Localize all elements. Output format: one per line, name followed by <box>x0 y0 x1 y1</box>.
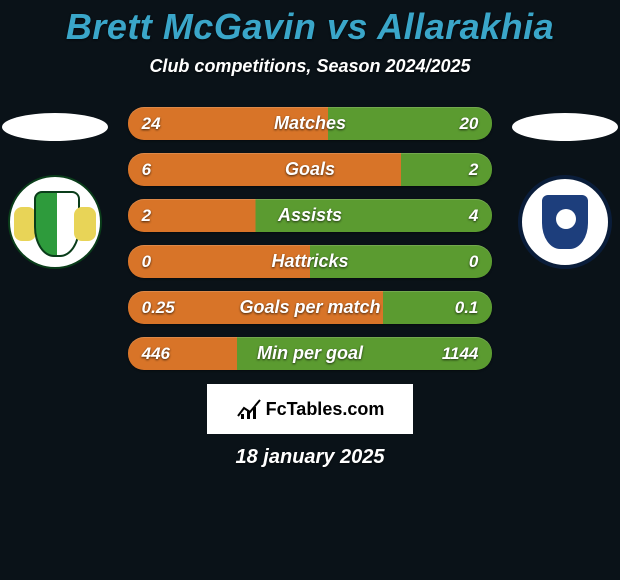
stat-right-value: 2 <box>469 160 478 180</box>
badge-lion-icon <box>74 207 96 241</box>
subtitle: Club competitions, Season 2024/2025 <box>0 56 620 77</box>
stat-left-value: 446 <box>142 344 170 364</box>
main-content: 24Matches206Goals22Assists40Hattricks00.… <box>0 107 620 370</box>
stat-right-value: 1144 <box>442 344 479 364</box>
date: 18 january 2025 <box>0 446 620 469</box>
stat-label: Goals <box>128 159 493 180</box>
stat-label: Min per goal <box>128 343 493 364</box>
stat-left-value: 24 <box>142 114 161 134</box>
stat-right-value: 0.1 <box>455 298 479 318</box>
stat-left-value: 0 <box>142 252 151 272</box>
badge-shield-icon <box>34 191 80 257</box>
stat-right-value: 0 <box>469 252 478 272</box>
attribution-box: FcTables.com <box>207 384 413 434</box>
stat-right-value: 4 <box>469 206 478 226</box>
stat-left-value: 2 <box>142 206 151 226</box>
left-player-column <box>0 107 110 269</box>
stat-label: Matches <box>128 113 493 134</box>
stat-row: 2Assists4 <box>128 199 493 232</box>
left-club-badge <box>8 175 102 269</box>
attribution-text: FcTables.com <box>266 399 385 420</box>
stat-label: Assists <box>128 205 493 226</box>
right-player-column <box>510 107 620 269</box>
stat-right-value: 20 <box>459 114 478 134</box>
stat-left-value: 6 <box>142 160 151 180</box>
left-player-photo-placeholder <box>2 113 108 141</box>
stat-row: 6Goals2 <box>128 153 493 186</box>
badge-lion-icon <box>14 207 36 241</box>
stat-row: 446Min per goal1144 <box>128 337 493 370</box>
right-player-photo-placeholder <box>512 113 618 141</box>
stat-row: 0Hattricks0 <box>128 245 493 278</box>
stat-row: 24Matches20 <box>128 107 493 140</box>
chart-logo-icon <box>236 398 262 420</box>
stat-rows: 24Matches206Goals22Assists40Hattricks00.… <box>128 107 493 370</box>
page-title: Brett McGavin vs Allarakhia <box>0 6 620 48</box>
stat-left-value: 0.25 <box>142 298 175 318</box>
stat-label: Goals per match <box>128 297 493 318</box>
stat-row: 0.25Goals per match0.1 <box>128 291 493 324</box>
stat-label: Hattricks <box>128 251 493 272</box>
right-club-badge <box>518 175 612 269</box>
comparison-card: Brett McGavin vs Allarakhia Club competi… <box>0 0 620 469</box>
